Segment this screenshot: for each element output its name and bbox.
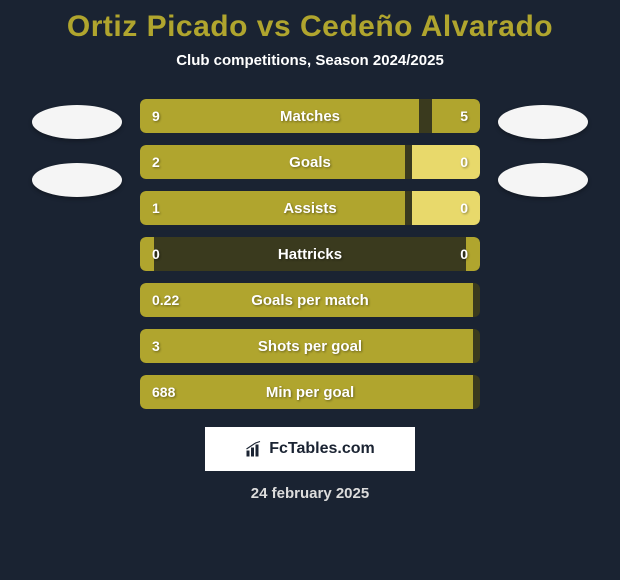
date-label: 24 february 2025 <box>251 485 369 502</box>
bar-right <box>412 145 480 179</box>
bar-left <box>140 145 405 179</box>
bar-right <box>466 237 480 271</box>
left-photo-column <box>32 99 122 197</box>
stat-right-value: 0 <box>460 200 468 216</box>
stat-right-value: 0 <box>460 246 468 262</box>
stat-label: Goals <box>289 154 331 171</box>
stat-left-value: 0.22 <box>152 292 179 308</box>
comparison-card: Ortiz Picado vs Cedeño Alvarado Club com… <box>0 0 620 580</box>
player1-photo-placeholder-2 <box>32 163 122 197</box>
stat-left-value: 3 <box>152 338 160 354</box>
bar-right <box>432 99 480 133</box>
player1-photo-placeholder <box>32 105 122 139</box>
stat-left-value: 1 <box>152 200 160 216</box>
stat-left-value: 9 <box>152 108 160 124</box>
stat-label: Shots per goal <box>258 338 362 355</box>
page-title: Ortiz Picado vs Cedeño Alvarado <box>67 10 553 44</box>
stat-row-shots-per-goal: 3 Shots per goal <box>140 329 480 363</box>
stat-row-goals: 2 Goals 0 <box>140 145 480 179</box>
watermark-badge[interactable]: FcTables.com <box>205 427 415 471</box>
stat-right-value: 5 <box>460 108 468 124</box>
stat-row-min-per-goal: 688 Min per goal <box>140 375 480 409</box>
stat-row-goals-per-match: 0.22 Goals per match <box>140 283 480 317</box>
stat-row-assists: 1 Assists 0 <box>140 191 480 225</box>
stat-label: Hattricks <box>278 246 342 263</box>
watermark-text: FcTables.com <box>269 440 375 458</box>
right-photo-column <box>498 99 588 197</box>
bar-right <box>412 191 480 225</box>
bar-left <box>140 191 405 225</box>
stat-left-value: 2 <box>152 154 160 170</box>
stat-label: Min per goal <box>266 384 354 401</box>
stats-area: 9 Matches 5 2 Goals 0 1 Assists 0 <box>0 99 620 409</box>
chart-icon <box>245 440 263 458</box>
stat-left-value: 688 <box>152 384 175 400</box>
stat-label: Matches <box>280 108 340 125</box>
player2-photo-placeholder-2 <box>498 163 588 197</box>
stat-label: Assists <box>283 200 336 217</box>
subtitle: Club competitions, Season 2024/2025 <box>176 52 444 69</box>
stat-label: Goals per match <box>251 292 369 309</box>
stat-row-matches: 9 Matches 5 <box>140 99 480 133</box>
stat-row-hattricks: 0 Hattricks 0 <box>140 237 480 271</box>
stat-right-value: 0 <box>460 154 468 170</box>
stat-left-value: 0 <box>152 246 160 262</box>
player2-photo-placeholder <box>498 105 588 139</box>
stat-bars-column: 9 Matches 5 2 Goals 0 1 Assists 0 <box>140 99 480 409</box>
